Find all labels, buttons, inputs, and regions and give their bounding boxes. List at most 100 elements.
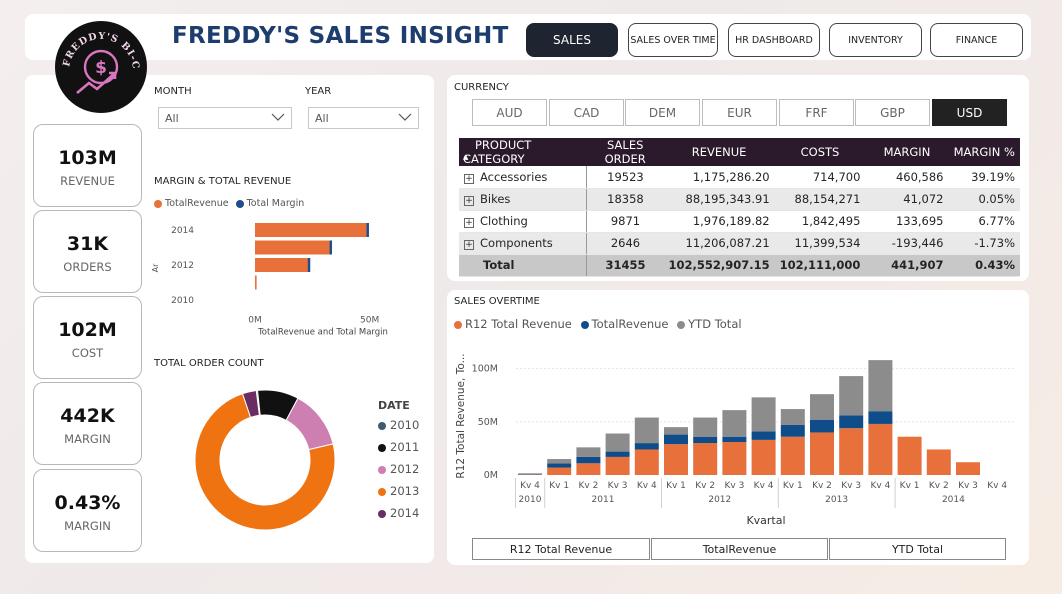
- col-header-margin-pct[interactable]: MARGIN %: [948, 138, 1020, 166]
- margin-revenue-legend: TotalRevenue Total Margin: [154, 198, 304, 209]
- value-cell: 11,399,534: [774, 232, 866, 255]
- category-cell: + Accessories: [459, 166, 588, 189]
- x-tick-label: Kv 2: [929, 481, 949, 491]
- category-label: Components: [480, 236, 553, 250]
- legend-item[interactable]: 2010: [378, 418, 419, 440]
- bar-ytd-total: [868, 360, 893, 412]
- legend-label: Total Margin: [246, 198, 305, 209]
- nav-sales-over-time-button[interactable]: SALES OVER TIME: [628, 23, 718, 57]
- expand-icon[interactable]: +: [464, 196, 474, 206]
- bar-totalrevenue: [664, 434, 688, 445]
- x-tick-label: 50M: [360, 316, 379, 326]
- bar-total-margin: [329, 240, 333, 255]
- month-dropdown[interactable]: All: [158, 107, 292, 129]
- legend-item[interactable]: 2012: [378, 462, 419, 484]
- bar-r12-total-revenue: [780, 436, 805, 475]
- legend-dot: [235, 199, 244, 208]
- table-row[interactable]: + Clothing 9871 1,976,189.82 1,842,495 133,69…: [459, 210, 1020, 233]
- category-label: Accessories: [480, 169, 548, 184]
- col-header-costs[interactable]: COSTS: [774, 138, 866, 166]
- nav-inventory-button[interactable]: INVENTORY: [829, 23, 922, 57]
- value-cell: 6.77%: [948, 210, 1020, 233]
- ytd-total-button[interactable]: YTD Total: [829, 538, 1006, 560]
- category-cell: + Clothing: [459, 210, 588, 233]
- legend-dot: [580, 320, 589, 329]
- kpi-revenue-card: 103M REVENUE: [33, 124, 142, 207]
- year-group-label: 2010: [519, 495, 542, 505]
- total-revenue-button[interactable]: TotalRevenue: [651, 538, 828, 560]
- bar-r12-total-revenue: [634, 449, 659, 475]
- sort-ascending-icon: ▲: [463, 153, 469, 161]
- x-tick-label: Kv 1: [666, 481, 686, 491]
- currency-option-usd[interactable]: USD: [932, 99, 1007, 126]
- kpi-label: MARGIN: [64, 519, 111, 533]
- table-row[interactable]: + Accessories 19523 1,175,286.20 714,700 460,…: [459, 166, 1020, 189]
- value-cell: 88,195,343.91: [663, 188, 775, 211]
- legend-dot: [677, 320, 686, 329]
- nav-hr-dashboard-button[interactable]: HR DASHBOARD: [728, 23, 820, 57]
- year-group-label: 2014: [942, 495, 965, 505]
- currency-option-gbp[interactable]: GBP: [855, 99, 930, 126]
- margin-revenue-bar-chart: Ar 2014 2012 2010 0M 50M TotalRevenue and Tota…: [151, 223, 388, 338]
- category-label: Clothing: [480, 214, 528, 228]
- value-cell: 11,206,087.21: [663, 232, 775, 255]
- legend-item[interactable]: 2013: [378, 484, 419, 506]
- value-cell: 1,842,495: [774, 210, 866, 233]
- col-header-margin[interactable]: MARGIN: [865, 138, 949, 166]
- total-row: Total 31455 102,552,907.15 102,111,000 441,9…: [459, 254, 1020, 277]
- nav-finance-button[interactable]: FINANCE: [930, 23, 1023, 57]
- r12-total-revenue-button[interactable]: R12 Total Revenue: [472, 538, 650, 560]
- col-header-product-category[interactable]: ▲ PRODUCT CATEGORY: [459, 138, 587, 166]
- legend-label: 2010: [390, 418, 420, 432]
- expand-icon[interactable]: +: [464, 240, 474, 250]
- x-tick-label: Kv 3: [724, 481, 744, 491]
- x-tick-label: Kv 1: [900, 481, 920, 491]
- order-count-legend: DATE 2010 2011 2012 2013 2014: [378, 399, 419, 528]
- nav-sales-button[interactable]: SALES: [526, 23, 618, 57]
- total-value-cell: 102,552,907.15: [663, 254, 775, 277]
- legend-item[interactable]: 2011: [378, 440, 419, 462]
- y-axis-title: R12 Total Revenue, To...: [455, 353, 467, 478]
- legend-dot: [378, 443, 386, 452]
- value-cell: 18358: [586, 188, 664, 211]
- legend-dot: [378, 465, 386, 474]
- value-cell: 714,700: [774, 166, 866, 189]
- currency-option-cad[interactable]: CAD: [549, 99, 624, 126]
- bar-ytd-total: [576, 447, 601, 457]
- currency-option-eur[interactable]: EUR: [702, 99, 777, 126]
- year-group-label: 2012: [708, 495, 731, 505]
- x-tick-label: Kv 4: [520, 481, 540, 491]
- expand-icon[interactable]: +: [464, 173, 474, 184]
- chevron-down-icon: [398, 113, 412, 121]
- col-header-revenue[interactable]: REVENUE: [663, 138, 775, 166]
- bar-total-margin: [307, 258, 311, 272]
- currency-option-frf[interactable]: FRF: [779, 99, 854, 126]
- category-cell: + Components: [459, 232, 588, 255]
- legend-item[interactable]: 2014: [378, 506, 419, 528]
- donut-slice-2014: [241, 389, 260, 419]
- value-cell: 41,072: [865, 188, 949, 211]
- bar-totalrevenue: [810, 419, 834, 433]
- bar-ytd-total: [664, 427, 688, 435]
- bar-r12-total-revenue: [897, 436, 922, 475]
- year-dropdown[interactable]: All: [308, 107, 419, 129]
- table-row[interactable]: + Components 2646 11,206,087.21 11,399,534 -1…: [459, 232, 1020, 255]
- legend-dot: [454, 320, 462, 329]
- value-cell: 9871: [586, 210, 664, 233]
- margin-revenue-chart-title: MARGIN & TOTAL REVENUE: [154, 176, 292, 187]
- currency-option-aud[interactable]: AUD: [472, 99, 547, 126]
- y-axis-title: Ar: [151, 263, 160, 272]
- col-header-sales-order[interactable]: SALES ORDER: [586, 138, 664, 166]
- value-cell: 1,175,286.20: [663, 166, 775, 189]
- kpi-label: REVENUE: [60, 174, 115, 188]
- table-row[interactable]: + Bikes 18358 88,195,343.91 88,154,271 41,072…: [459, 188, 1020, 211]
- kpi-orders-card: 31K ORDERS: [33, 210, 142, 293]
- currency-option-dem[interactable]: DEM: [625, 99, 700, 126]
- bar-ytd-total: [780, 409, 805, 426]
- year-group-label: 2011: [592, 495, 615, 505]
- x-tick-label: Kv 1: [783, 481, 803, 491]
- x-tick-label: Kv 4: [987, 481, 1007, 491]
- expand-icon[interactable]: +: [464, 218, 474, 228]
- value-cell: 1,976,189.82: [663, 210, 775, 233]
- x-tick-label: Kv 4: [870, 481, 890, 491]
